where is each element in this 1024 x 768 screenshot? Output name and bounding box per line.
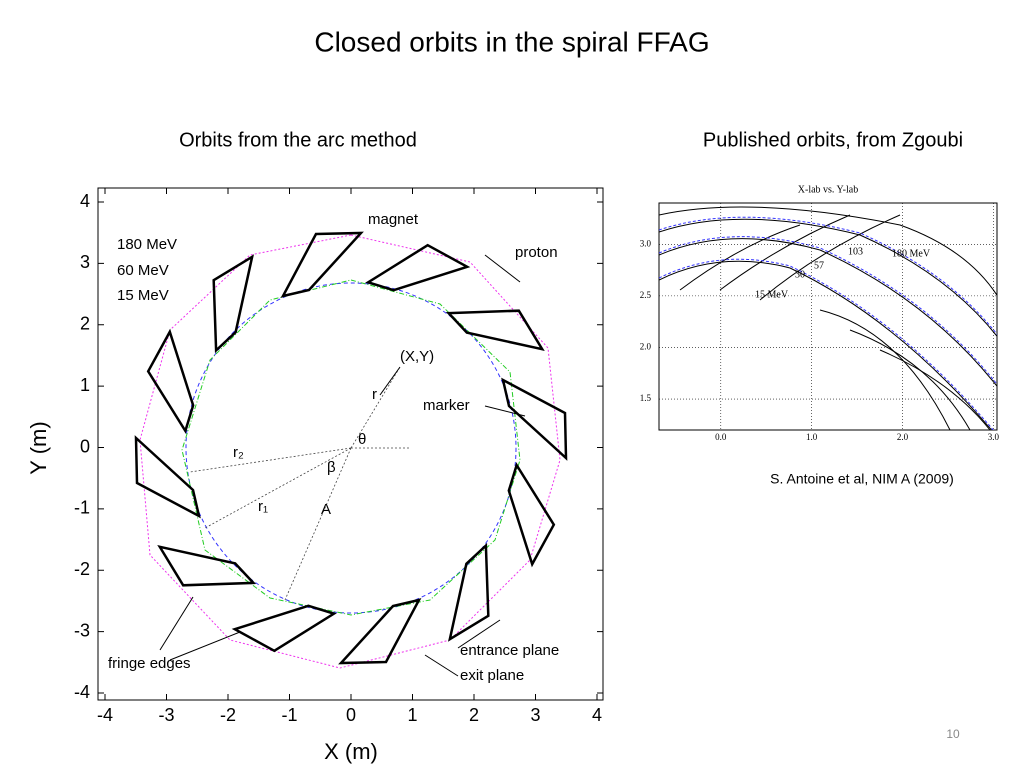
caption: Orbits from the arc method <box>179 129 417 151</box>
y-tick-label: 2 <box>80 314 90 334</box>
annotation: 15 MeV <box>755 289 789 300</box>
annotation: r <box>372 386 377 403</box>
orbits <box>129 226 573 677</box>
slide-title: Closed orbits in the spiral FFAG <box>314 26 709 57</box>
annotation: A <box>321 501 331 518</box>
page-number: 10 <box>946 727 960 741</box>
y-tick-label: 3.0 <box>640 238 652 248</box>
y-tick-label: 1 <box>80 375 90 395</box>
x-tick-label: -4 <box>97 705 113 725</box>
annotation: fringe edges <box>108 655 191 672</box>
y-tick-label: 4 <box>80 191 90 211</box>
annotation: magnet <box>368 211 419 228</box>
caption: Published orbits, from Zgoubi <box>703 129 963 151</box>
x-tick-label: 1 <box>407 705 417 725</box>
x-axis-label: X (m) <box>324 739 378 764</box>
x-tick-label: 1.0 <box>806 432 818 442</box>
y-tick-label: -1 <box>74 498 90 518</box>
annotation: r₂ <box>233 444 244 461</box>
x-tick-label: -1 <box>281 705 297 725</box>
orbits <box>659 206 997 430</box>
y-tick-label: 3 <box>80 252 90 272</box>
plot-frame <box>658 202 998 431</box>
annotation: marker <box>423 397 470 414</box>
annotation: 60 MeV <box>117 262 169 279</box>
x-tick-label: 0.0 <box>715 432 727 442</box>
annotation: β <box>327 459 336 476</box>
y-tick-label: -2 <box>74 559 90 579</box>
annotation: 57 <box>814 260 824 271</box>
y-tick-label: -4 <box>74 682 90 702</box>
x-tick-label: 2.0 <box>897 432 909 442</box>
y-tick-label: 2.5 <box>640 290 652 300</box>
annotation: 103 <box>848 246 863 257</box>
annotation: exit plane <box>460 667 524 684</box>
x-tick-label: 4 <box>592 705 602 725</box>
y-tick-label: 0 <box>80 436 90 456</box>
y-axis-label: Y (m) <box>26 421 51 474</box>
citation: S. Antoine et al, NIM A (2009) <box>770 471 954 487</box>
annotation: (X,Y) <box>400 348 434 365</box>
annotation: 180 MeV <box>117 236 177 253</box>
annotation: 30 <box>795 269 805 280</box>
y-tick-label: 2.0 <box>640 342 652 352</box>
x-tick-label: 0 <box>346 705 356 725</box>
annotation: proton <box>515 244 558 261</box>
annotation: entrance plane <box>460 642 559 659</box>
plot-frame <box>97 187 604 701</box>
x-tick-label: 3 <box>530 705 540 725</box>
x-tick-label: -2 <box>220 705 236 725</box>
y-tick-label: 1.5 <box>640 393 652 403</box>
x-tick-label: -3 <box>158 705 174 725</box>
annotation: r₁ <box>258 498 268 515</box>
annotation: 180 MeV <box>892 248 931 259</box>
annotation: θ <box>358 431 366 448</box>
x-tick-label: 2 <box>469 705 479 725</box>
annotation: 15 MeV <box>117 287 169 304</box>
x-tick-label: 3.0 <box>988 432 1000 442</box>
figure-title: X-lab vs. Y-lab <box>798 184 858 195</box>
y-tick-label: -3 <box>74 620 90 640</box>
